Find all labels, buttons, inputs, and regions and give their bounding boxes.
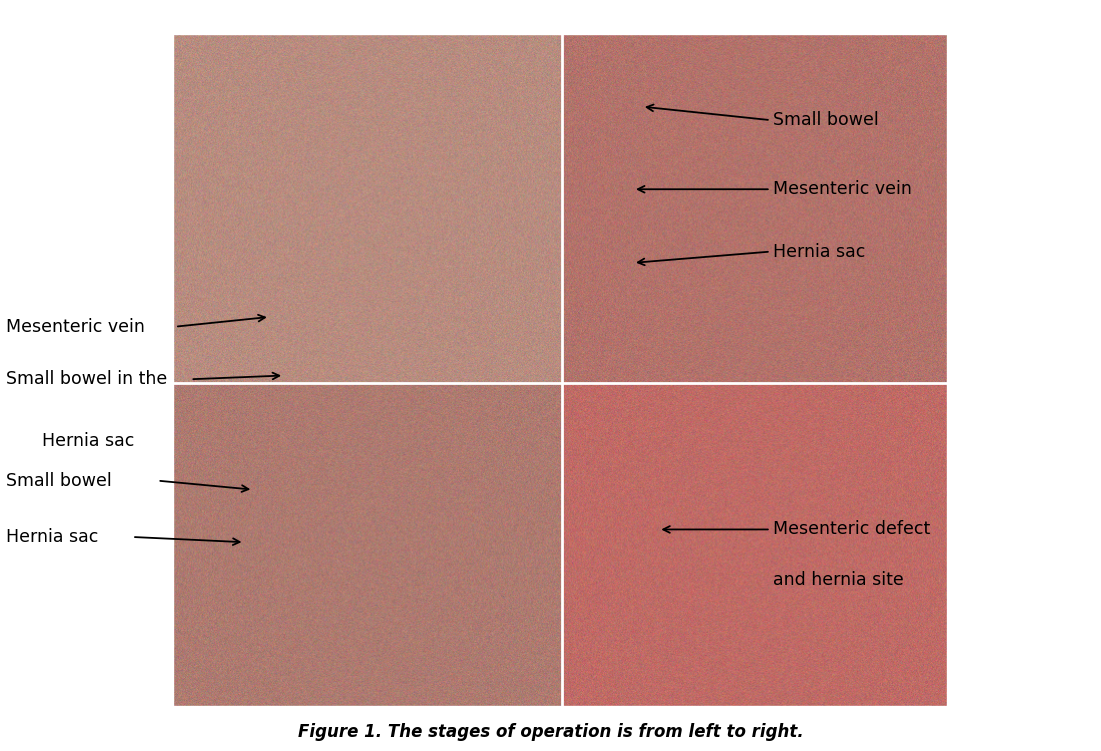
Text: Mesenteric vein: Mesenteric vein — [6, 318, 144, 336]
Bar — [0, 706, 1101, 751]
Text: Mesenteric vein: Mesenteric vein — [773, 180, 912, 198]
Text: Hernia sac: Hernia sac — [773, 243, 865, 261]
Text: Mesenteric defect: Mesenteric defect — [773, 520, 930, 538]
Text: Hernia sac: Hernia sac — [6, 528, 98, 546]
Text: Hernia sac: Hernia sac — [42, 432, 134, 450]
Text: Small bowel: Small bowel — [773, 111, 879, 129]
Text: Small bowel: Small bowel — [6, 472, 111, 490]
Text: Figure 1. The stages of operation is from left to right.: Figure 1. The stages of operation is fro… — [297, 723, 804, 741]
Text: Small bowel in the: Small bowel in the — [6, 370, 166, 388]
Bar — [0, 0, 1101, 34]
Text: and hernia site: and hernia site — [773, 571, 904, 589]
Bar — [0, 0, 173, 751]
Bar — [947, 0, 1101, 751]
